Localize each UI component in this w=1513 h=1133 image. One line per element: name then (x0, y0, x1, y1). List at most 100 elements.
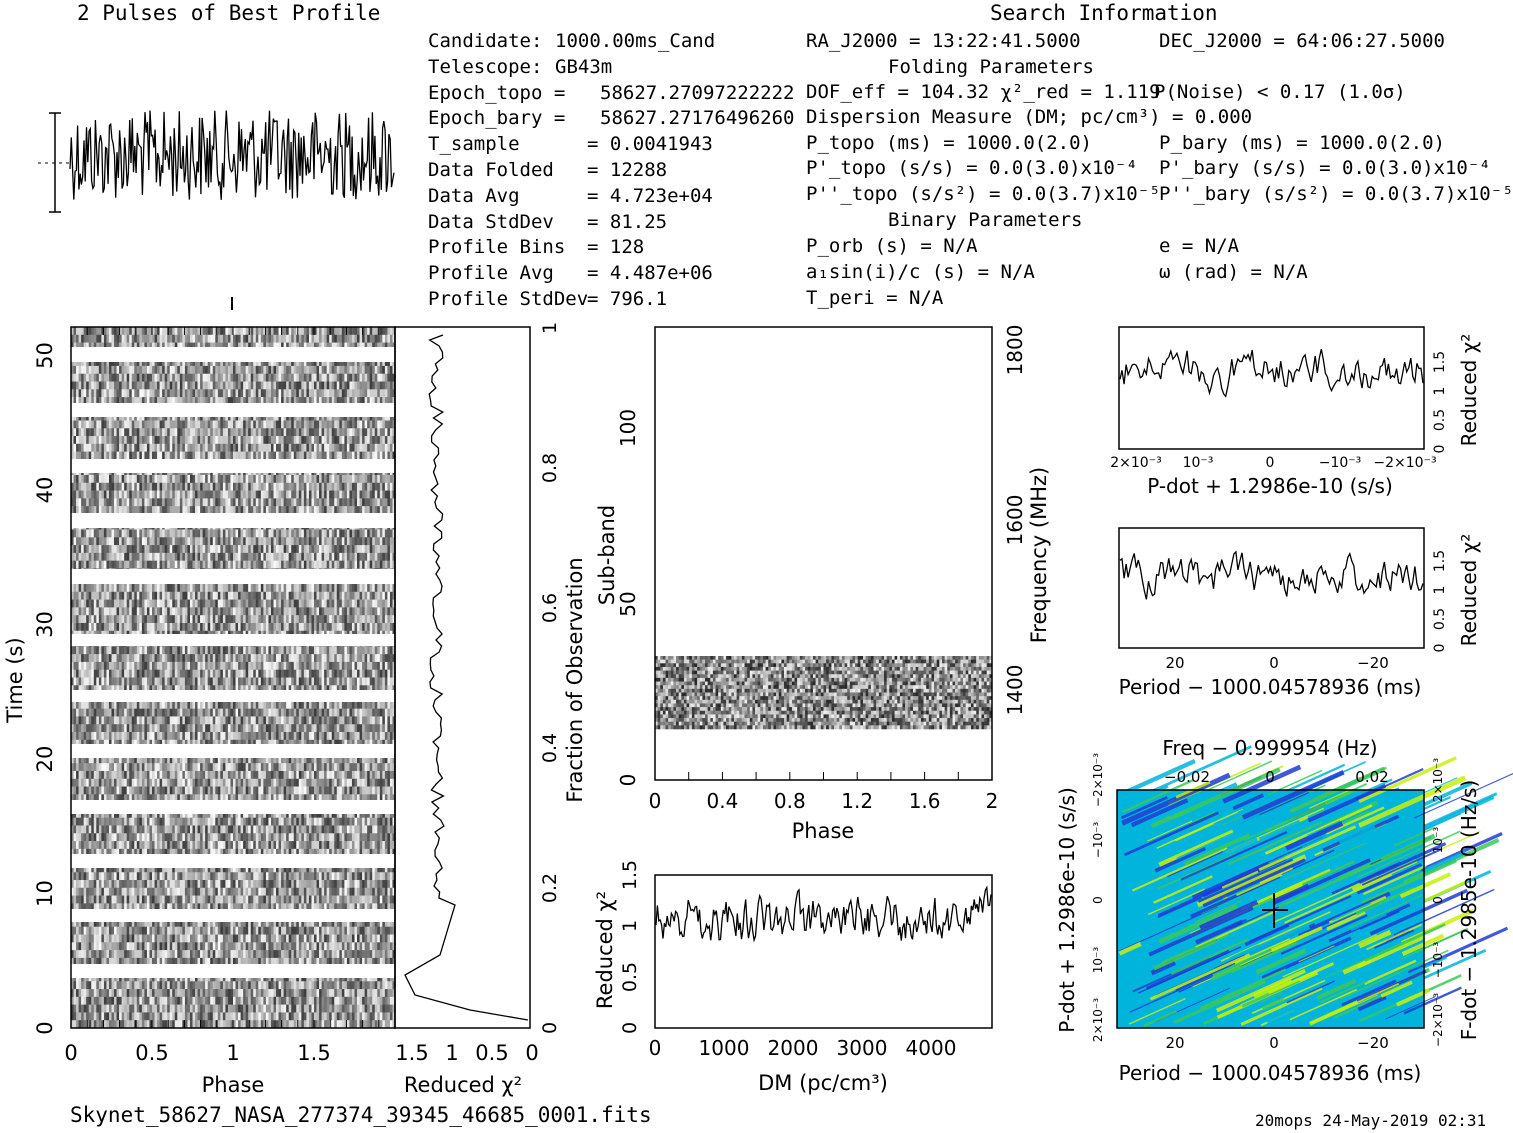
time-phase-cell (286, 451, 289, 460)
time-phase-cell (339, 545, 343, 554)
time-phase-cell (200, 420, 203, 429)
time-phase-cell (164, 591, 168, 600)
time-phase-cell (273, 584, 277, 593)
time-phase-cell (184, 358, 188, 367)
time-phase-cell (217, 334, 221, 343)
time-phase-cell (202, 545, 206, 554)
time-phase-cell (326, 615, 330, 624)
time-phase-cell (389, 342, 393, 351)
time-phase-cell (382, 490, 386, 499)
time-phase-cell (349, 428, 353, 437)
time-phase-cell (276, 397, 279, 406)
time-phase-cell (339, 537, 343, 546)
time-phase-cell (235, 622, 239, 632)
time-phase-cell (336, 389, 340, 398)
time-phase-cell (189, 529, 193, 538)
time-phase-cell (111, 327, 115, 336)
time-phase-cell (240, 436, 244, 445)
time-phase-cell (139, 334, 143, 343)
time-phase-cell (245, 584, 249, 593)
time-phase-cell (177, 615, 181, 624)
time-phase-cell (197, 327, 201, 336)
time-phase-cell (278, 389, 282, 398)
time-phase-cell (162, 381, 165, 390)
time-phase-cell (233, 622, 236, 632)
time-phase-cell (286, 334, 289, 343)
time-phase-cell (106, 545, 110, 554)
time-phase-cell (195, 373, 198, 382)
time-phase-cell (225, 397, 229, 406)
time-phase-cell (258, 591, 262, 600)
time-phase-cell (326, 545, 330, 554)
time-phase-cell (192, 615, 196, 624)
time-phase-cell (389, 529, 393, 538)
time-phase-cell (114, 451, 117, 460)
time-phase-cell (387, 451, 391, 460)
time-phase-cell (362, 327, 365, 336)
time-phase-cell (217, 451, 221, 460)
time-phase-cell (344, 389, 348, 398)
time-phase-cell (146, 615, 150, 624)
time-phase-cell (324, 584, 327, 593)
time-phase-cell (189, 420, 193, 429)
time-phase-cell (200, 358, 203, 367)
time-phase-cell (253, 529, 257, 538)
time-phase-cell (141, 498, 145, 507)
time-phase-cell (270, 584, 274, 593)
time-phase-cell (146, 327, 150, 336)
time-phase-cell (141, 389, 145, 398)
time-phase-cell (116, 365, 120, 375)
time-phase-cell (354, 560, 358, 569)
time-phase-cell (124, 397, 127, 406)
time-phase-cell (240, 358, 244, 367)
time-phase-cell (311, 451, 315, 460)
time-phase-cell (311, 490, 315, 499)
time-phase-cell (141, 428, 145, 437)
time-phase-cell (349, 451, 353, 460)
time-phase-cell (182, 342, 186, 351)
time-phase-cell (369, 436, 373, 445)
time-phase-cell (139, 490, 143, 499)
time-phase-cell (263, 584, 267, 593)
time-phase-cell (314, 389, 317, 398)
time-phase-cell (106, 482, 110, 491)
time-phase-cell (314, 443, 317, 452)
time-phase-cell (189, 537, 193, 546)
time-phase-cell (139, 428, 143, 437)
time-phase-cell (200, 506, 203, 515)
time-phase-cell (230, 381, 234, 390)
time-phase-cell (141, 599, 145, 608)
time-phase-cell (184, 389, 188, 398)
time-phase-cell (210, 451, 214, 460)
time-phase-cell (157, 381, 160, 390)
time-phase-cell (220, 545, 224, 554)
time-phase-cell (227, 552, 231, 561)
time-phase-cell (119, 358, 122, 367)
time-phase-cell (384, 545, 388, 554)
time-phase-cell (354, 584, 358, 593)
time-phase-cell (286, 584, 289, 593)
time-phase-cell (197, 591, 201, 600)
time-phase-cell (314, 545, 317, 554)
time-phase-cell (296, 537, 300, 546)
time-phase-cell (364, 373, 368, 382)
time-phase-cell (281, 615, 284, 624)
time-phase-cell (169, 373, 173, 382)
time-phase-cell (154, 552, 158, 561)
time-phase-cell (276, 560, 279, 569)
time-phase-cell (205, 365, 208, 375)
time-phase-cell (83, 436, 87, 445)
time-phase-cell (243, 436, 246, 445)
time-phase-cell (184, 591, 188, 600)
time-phase-cell (303, 428, 307, 437)
time-phase-cell (174, 498, 178, 507)
time-phase-cell (210, 482, 214, 491)
time-phase-cell (192, 389, 196, 398)
time-phase-cell (311, 498, 315, 507)
time-phase-cell (167, 420, 171, 429)
time-phase-cell (344, 443, 348, 452)
time-phase-cell (321, 443, 325, 452)
time-phase-cell (331, 599, 335, 608)
time-phase-cell (387, 482, 391, 491)
time-phase-cell (121, 599, 125, 608)
